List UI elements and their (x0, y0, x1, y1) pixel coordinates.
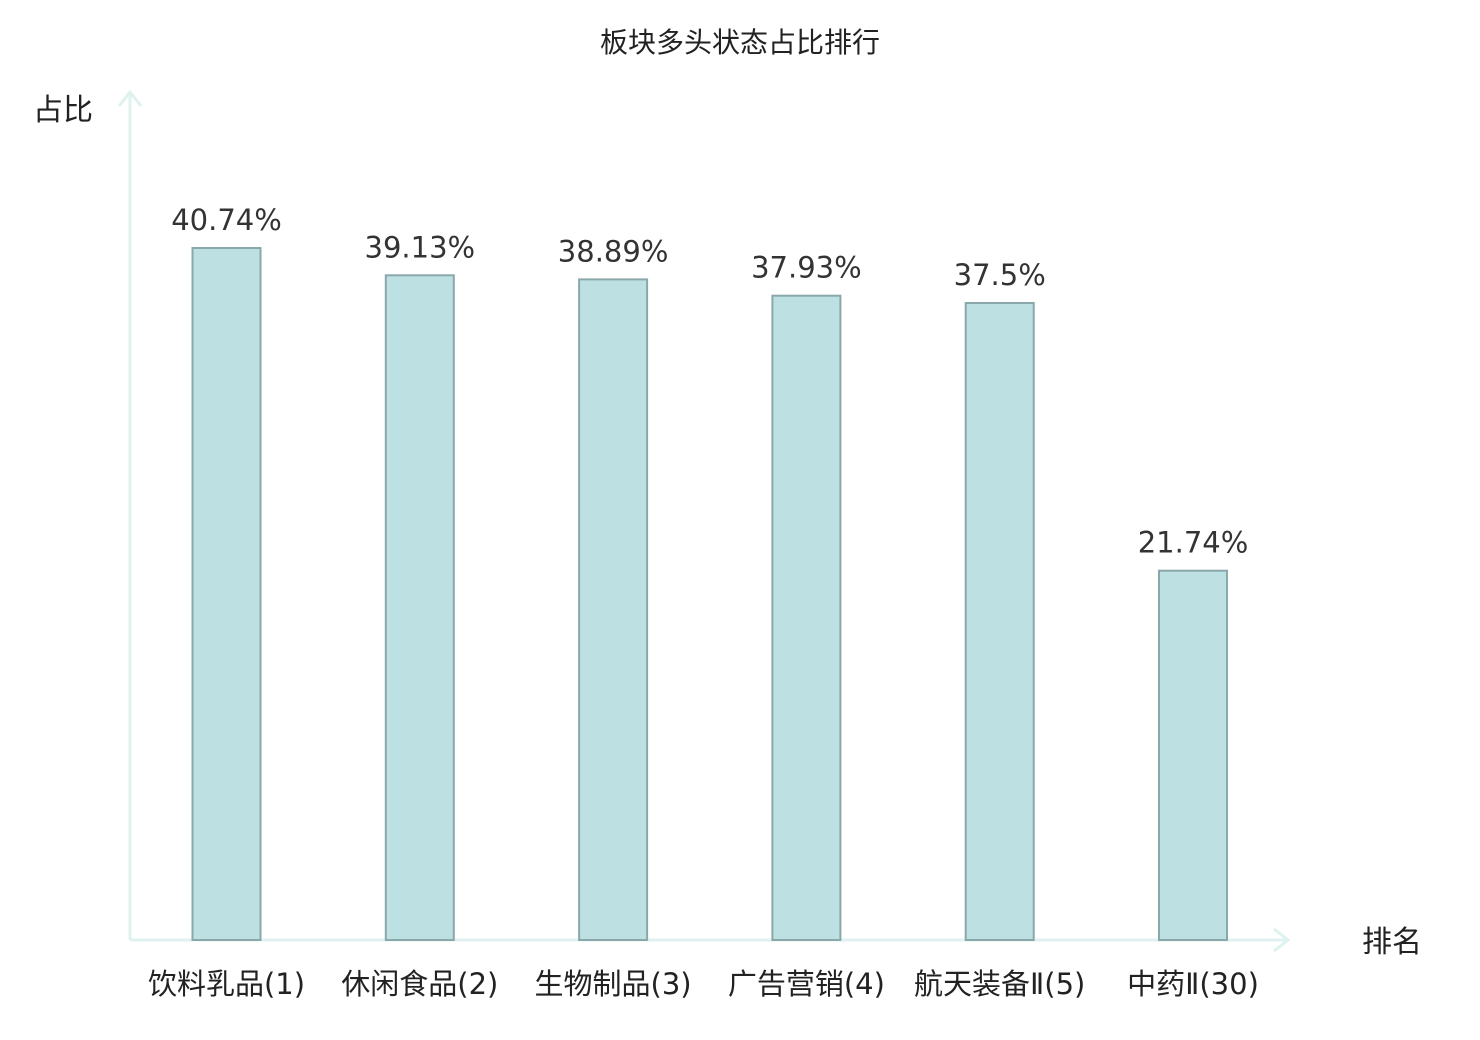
bars-group (191, 247, 1228, 941)
y-axis-label: 占比 (33, 93, 93, 128)
value-label-4: 37.93% (751, 251, 862, 285)
bar-4 (771, 294, 842, 941)
category-labels-group: 饮料乳品(1) 休闲食品(2) 生物制品(3) 广告营销(4) 航天装备Ⅱ(5) 中药Ⅱ(… (148, 967, 1259, 1001)
value-label-3: 38.89% (558, 234, 669, 268)
x-axis-label: 排名 (1362, 925, 1422, 960)
value-label-5: 37.5% (954, 258, 1046, 292)
y-axis-arrow (117, 89, 143, 107)
bar-5 (964, 302, 1035, 941)
category-label-5: 航天装备Ⅱ(5) (914, 967, 1085, 1001)
bar-1 (191, 247, 262, 941)
category-label-4: 广告营销(4) (728, 967, 885, 1001)
value-label-6: 21.74% (1138, 526, 1249, 560)
category-label-2: 休闲食品(2) (341, 967, 498, 1001)
bar-6 (1158, 569, 1228, 941)
category-label-6: 中药Ⅱ(30) (1127, 967, 1259, 1001)
value-label-2: 39.13% (365, 230, 476, 264)
bar-2 (384, 274, 455, 941)
x-axis-arrow (1273, 927, 1291, 953)
value-label-1: 40.74% (171, 203, 282, 237)
chart-title: 板块多头状态占比排行 (600, 26, 880, 59)
bar-3 (578, 278, 649, 941)
category-label-3: 生物制品(3) (535, 967, 692, 1001)
category-label-1: 饮料乳品(1) (148, 967, 305, 1001)
value-labels-group: 40.74% 39.13% 38.89% 37.93% 37.5% 21.74% (171, 203, 1248, 560)
